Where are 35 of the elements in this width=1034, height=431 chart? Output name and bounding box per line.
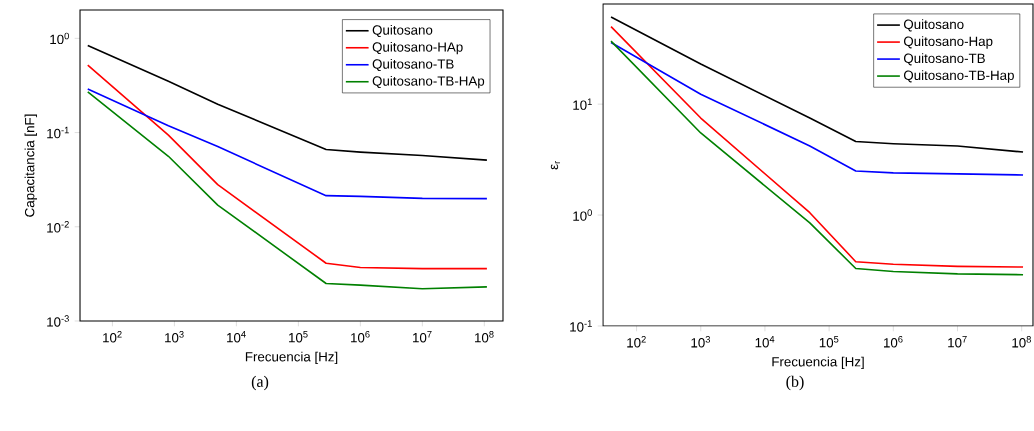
x-tick-label: 10$^{5}$	[819, 336, 839, 348]
legend-label: Quitosano-TB	[903, 53, 985, 66]
legend-label: Quitosano-Hap	[903, 36, 993, 49]
y-axis-title: ε$_{r}$	[550, 160, 561, 170]
x-tick-label: 10$^{5}$	[289, 331, 308, 343]
text: (b)	[786, 375, 804, 391]
x-tick-label: 10$^{8}$	[475, 331, 494, 343]
legend-label: Quitosano	[903, 19, 964, 32]
legend-label: Quitosano-HAp	[372, 41, 463, 55]
text: (a)	[251, 375, 269, 391]
x-tick-label: 10$^{4}$	[227, 331, 246, 343]
y-tick-label: 10$^{-1}$	[47, 126, 69, 139]
x-tick-label: 10$^{8}$	[1012, 336, 1031, 348]
x-tick-label: 10$^{4}$	[755, 336, 775, 348]
y-tick-label: 10$^{-2}$	[47, 221, 69, 233]
x-tick-label: 10$^{2}$	[627, 336, 646, 348]
x-axis-title: Frecuencia [Hz]	[772, 356, 864, 370]
y-tick-label: 10$^{0}$	[573, 209, 592, 221]
legend-label: Quitosano-TB	[372, 58, 454, 72]
y-tick-label: 10$^{-1}$	[570, 320, 592, 332]
y-tick-label: 10$^{1}$	[573, 98, 592, 110]
y-axis-title: Capacitancia [nF]	[24, 114, 38, 217]
x-tick-label: 10$^{6}$	[884, 336, 903, 348]
y-tick-label: 10$^{0}$	[50, 32, 69, 45]
y-tick-label: 10$^{-3}$	[47, 315, 69, 327]
x-tick-label: 10$^{7}$	[413, 331, 432, 343]
x-tick-label: 10$^{7}$	[948, 336, 967, 348]
x-axis-title: Frecuencia [Hz]	[245, 351, 338, 365]
x-tick-label: 10$^{6}$	[351, 331, 370, 343]
legend-label: Quitosano	[372, 24, 433, 38]
x-tick-label: 10$^{3}$	[165, 331, 184, 343]
x-tick-label: 10$^{3}$	[691, 336, 711, 348]
x-tick-label: 10$^{2}$	[103, 331, 122, 343]
legend-label: Quitosano-TB-HAp	[372, 75, 485, 89]
legend-label: Quitosano-TB-Hap	[903, 70, 1014, 83]
